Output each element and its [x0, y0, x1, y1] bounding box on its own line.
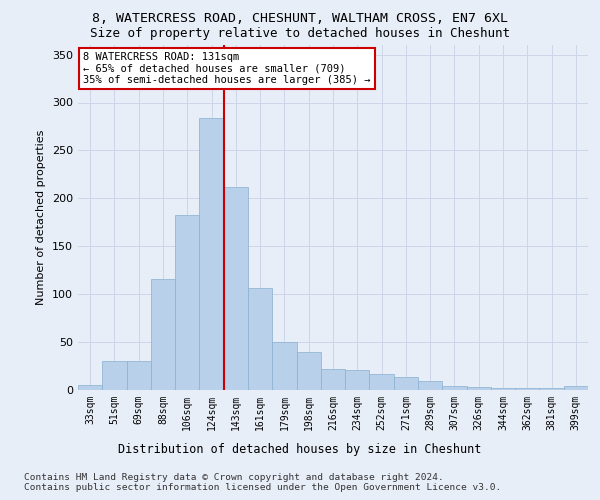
Bar	[175, 214, 199, 390]
Bar	[321, 369, 345, 390]
Text: Size of property relative to detached houses in Cheshunt: Size of property relative to detached ho…	[90, 28, 510, 40]
Bar	[224, 187, 248, 390]
Bar	[102, 361, 127, 390]
Bar	[564, 386, 588, 390]
Bar	[296, 352, 321, 390]
Bar	[491, 388, 515, 390]
Text: Contains HM Land Registry data © Crown copyright and database right 2024.: Contains HM Land Registry data © Crown c…	[24, 472, 444, 482]
Bar	[248, 288, 272, 390]
Bar	[199, 118, 224, 390]
Text: 8, WATERCRESS ROAD, CHESHUNT, WALTHAM CROSS, EN7 6XL: 8, WATERCRESS ROAD, CHESHUNT, WALTHAM CR…	[92, 12, 508, 26]
Y-axis label: Number of detached properties: Number of detached properties	[37, 130, 46, 305]
Bar	[370, 374, 394, 390]
Text: Distribution of detached houses by size in Cheshunt: Distribution of detached houses by size …	[118, 442, 482, 456]
Bar	[151, 279, 175, 390]
Bar	[418, 382, 442, 390]
Bar	[539, 388, 564, 390]
Bar	[127, 361, 151, 390]
Bar	[515, 388, 539, 390]
Bar	[272, 342, 296, 390]
Text: Contains public sector information licensed under the Open Government Licence v3: Contains public sector information licen…	[24, 484, 501, 492]
Bar	[78, 385, 102, 390]
Bar	[345, 370, 370, 390]
Bar	[442, 386, 467, 390]
Bar	[394, 376, 418, 390]
Bar	[467, 387, 491, 390]
Text: 8 WATERCRESS ROAD: 131sqm
← 65% of detached houses are smaller (709)
35% of semi: 8 WATERCRESS ROAD: 131sqm ← 65% of detac…	[83, 52, 371, 85]
